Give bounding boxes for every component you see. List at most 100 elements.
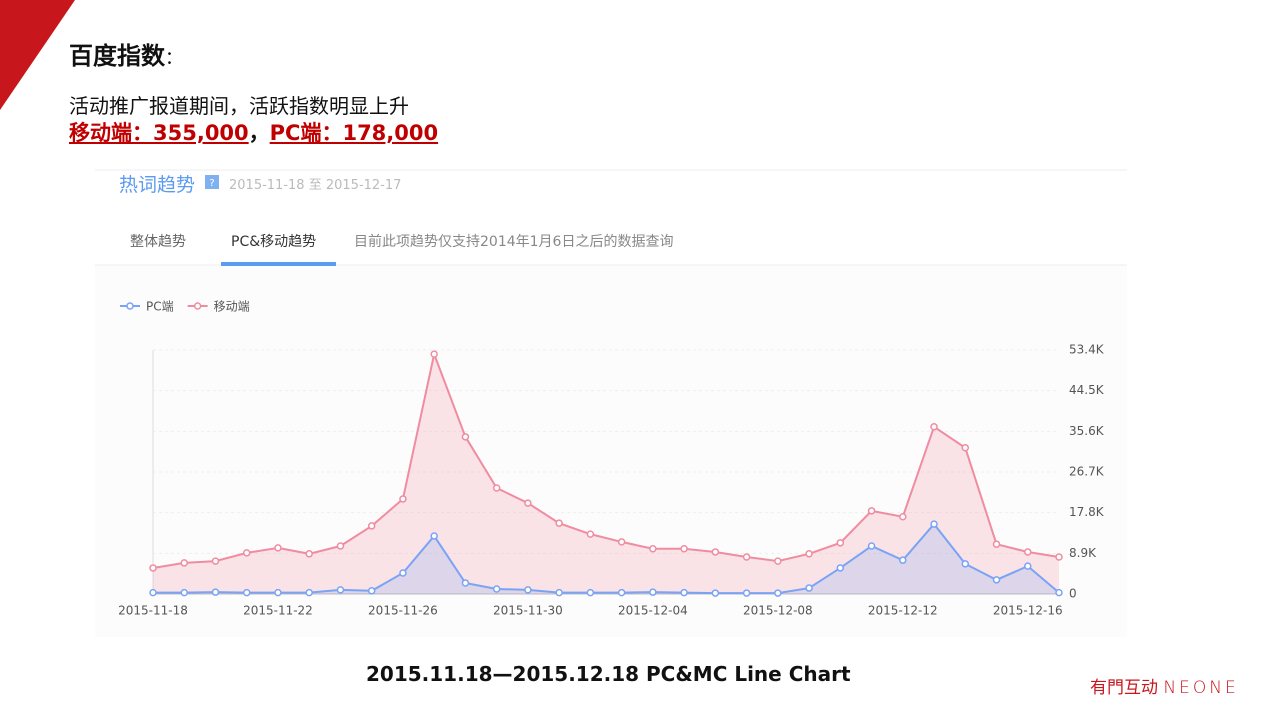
data-point bbox=[524, 586, 532, 594]
date-range: 2015-11-18 至 2015-12-17 bbox=[229, 174, 401, 193]
data-point bbox=[430, 350, 438, 358]
x-tick-label: 2015-12-12 bbox=[868, 604, 938, 618]
data-point bbox=[867, 542, 876, 550]
series-area bbox=[153, 524, 1059, 594]
data-point bbox=[555, 519, 563, 527]
data-point bbox=[805, 584, 813, 592]
y-tick-label: 17.8K bbox=[1069, 505, 1105, 519]
data-point bbox=[617, 588, 626, 597]
y-tick-label: 35.6K bbox=[1069, 424, 1105, 438]
x-tick-label: 2015-11-22 bbox=[243, 604, 313, 618]
tab[interactable]: 整体趋势 bbox=[130, 234, 186, 250]
tab[interactable]: PC&移动趋势 bbox=[231, 234, 317, 250]
legend-marker bbox=[193, 302, 202, 310]
logo-cn: 有門互动 bbox=[1090, 678, 1158, 698]
data-point bbox=[211, 588, 220, 596]
data-point bbox=[899, 513, 907, 521]
logo: 有門互动 NEONE bbox=[1090, 673, 1239, 698]
data-point bbox=[305, 588, 313, 597]
data-point bbox=[805, 550, 813, 558]
data-point bbox=[649, 545, 657, 553]
chart-panel bbox=[95, 265, 1127, 637]
help-icon bbox=[205, 175, 219, 189]
data-point bbox=[680, 545, 688, 553]
data-point bbox=[274, 588, 282, 597]
data-point bbox=[367, 587, 376, 595]
data-point bbox=[711, 548, 720, 556]
data-point bbox=[930, 423, 938, 431]
x-tick-label: 2015-12-16 bbox=[993, 604, 1063, 618]
corner-decoration bbox=[0, 0, 75, 110]
series-line bbox=[153, 522, 1060, 595]
help-icon-text: ? bbox=[209, 178, 214, 189]
data-point bbox=[930, 520, 938, 528]
data-point bbox=[399, 495, 407, 503]
data-point bbox=[524, 499, 532, 507]
data-point bbox=[274, 544, 282, 552]
data-point bbox=[555, 588, 563, 597]
data-point bbox=[399, 569, 407, 577]
subtitle: 活动推广报道期间，活跃指数明显上升 bbox=[69, 94, 409, 118]
x-tick-label: 2015-12-08 bbox=[743, 604, 813, 618]
data-point bbox=[680, 588, 688, 597]
y-tick-label: 53.4K bbox=[1069, 343, 1105, 357]
data-point bbox=[774, 589, 782, 597]
data-point bbox=[617, 538, 626, 546]
data-point bbox=[492, 585, 501, 593]
data-point bbox=[774, 557, 782, 565]
x-tick-label: 2015-12-04 bbox=[618, 604, 688, 618]
data-point bbox=[180, 588, 188, 597]
title-text: 百度指数 bbox=[69, 42, 165, 70]
data-point bbox=[1055, 588, 1063, 597]
x-tick-label: 2015-11-30 bbox=[493, 604, 563, 618]
date-to: 2015-12-17 bbox=[325, 178, 402, 193]
x-tick-label: 2015-11-26 bbox=[368, 604, 438, 618]
data-point bbox=[1024, 548, 1032, 556]
data-point bbox=[586, 530, 595, 538]
y-tick-label: 8.9K bbox=[1069, 546, 1097, 560]
data-point bbox=[742, 553, 751, 561]
tab-note: 目前此项趋势仅支持2014年1月6日之后的数据查询 bbox=[354, 234, 674, 250]
data-point bbox=[461, 433, 470, 441]
highlight-mobile: 移动端：355,000 bbox=[69, 121, 249, 145]
data-point bbox=[867, 507, 876, 515]
date-from: 2015-11-18 bbox=[229, 178, 305, 193]
legend-marker bbox=[126, 302, 134, 310]
data-point bbox=[742, 589, 751, 597]
data-point bbox=[1055, 553, 1063, 561]
data-point bbox=[180, 559, 188, 567]
x-tick-label: 2015-11-18 bbox=[118, 604, 188, 618]
series-line bbox=[152, 350, 1060, 569]
date-to-word: 至 bbox=[308, 178, 322, 193]
data-point bbox=[1024, 562, 1032, 570]
data-point bbox=[461, 579, 470, 587]
caption: 2015.11.18—2015.12.18 PC&MC Line Chart bbox=[366, 662, 851, 686]
data-point bbox=[149, 588, 157, 597]
data-point bbox=[711, 589, 720, 597]
data-point bbox=[367, 522, 376, 530]
data-point bbox=[836, 564, 845, 572]
y-tick-label: 44.5K bbox=[1069, 383, 1105, 397]
legend-label: PC端 bbox=[146, 300, 174, 314]
highlight-pc: PC端：178,000 bbox=[269, 121, 439, 145]
active-tab-underline bbox=[221, 262, 336, 266]
data-point bbox=[961, 560, 970, 568]
highlight: 移动端：355,000，PC端：178,000 bbox=[69, 117, 438, 147]
series-area bbox=[153, 354, 1059, 594]
data-point bbox=[961, 444, 970, 452]
data-point bbox=[649, 588, 657, 596]
title: 百度指数： bbox=[69, 36, 183, 71]
data-point bbox=[836, 539, 845, 547]
data-point bbox=[242, 588, 251, 597]
data-point bbox=[586, 588, 595, 597]
y-tick-label: 0 bbox=[1069, 587, 1077, 601]
data-point bbox=[992, 576, 1001, 584]
data-point bbox=[336, 542, 345, 550]
title-colon: ： bbox=[165, 48, 183, 69]
logo-en: NEONE bbox=[1163, 678, 1239, 698]
data-point bbox=[492, 484, 501, 492]
legend-label: 移动端 bbox=[214, 300, 250, 314]
highlight-separator: ， bbox=[248, 121, 270, 145]
